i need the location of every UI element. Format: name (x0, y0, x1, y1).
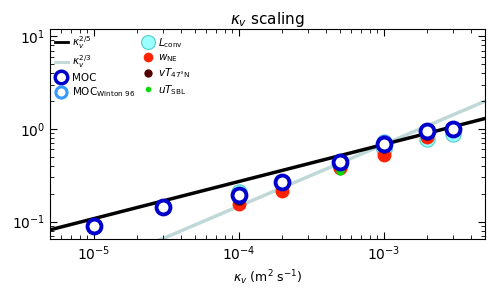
X-axis label: $\kappa_v$ (m$^2$ s$^{-1}$): $\kappa_v$ (m$^2$ s$^{-1}$) (232, 268, 302, 287)
Title: $\kappa_v$ scaling: $\kappa_v$ scaling (230, 10, 305, 29)
Legend: $\kappa_v^{2/5}$, $\kappa_v^{2/3}$, MOC, MOC$_{\mathregular{Winton\ 96}}$, $L_{\: $\kappa_v^{2/5}$, $\kappa_v^{2/3}$, MOC,… (53, 32, 192, 101)
